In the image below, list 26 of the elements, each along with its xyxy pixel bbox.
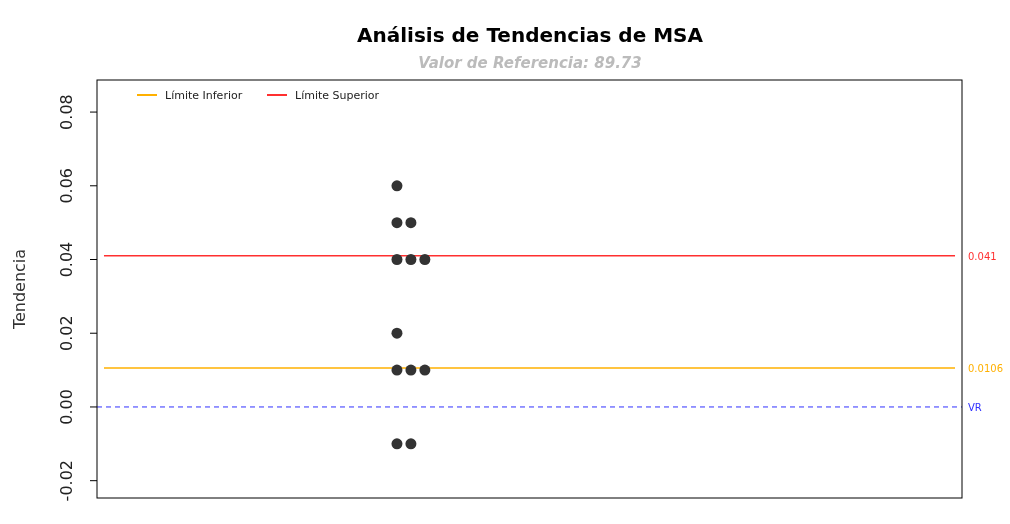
y-tick-label: -0.02 — [56, 459, 76, 502]
point — [391, 364, 403, 376]
point — [419, 254, 431, 266]
ref-line-label: VR — [968, 401, 982, 413]
legend-label: Límite Inferior — [165, 89, 243, 102]
point — [391, 327, 403, 339]
point — [391, 180, 403, 192]
text: 0.0106 — [968, 362, 1003, 374]
y-tick-label: 0.06 — [56, 167, 76, 204]
point — [405, 254, 417, 266]
y-tick-label: 0.08 — [56, 94, 76, 130]
y-tick-label: 0.02 — [56, 315, 76, 352]
text: 0.041 — [968, 250, 997, 262]
y-axis-title: Tendencia — [10, 248, 29, 331]
y-tick-label: 0.00 — [56, 389, 76, 425]
point — [391, 254, 403, 266]
legend-label: Límite Superior — [295, 89, 380, 102]
point — [405, 217, 417, 229]
point — [405, 438, 417, 450]
point — [391, 217, 403, 229]
y-tick-label: 0.04 — [56, 241, 76, 278]
point — [391, 438, 403, 450]
chart-title: Análisis de Tendencias de MSA — [356, 23, 704, 47]
point — [419, 364, 431, 376]
point — [405, 364, 417, 376]
chart-subtitle: Valor de Referencia: 89.73 — [418, 54, 642, 72]
